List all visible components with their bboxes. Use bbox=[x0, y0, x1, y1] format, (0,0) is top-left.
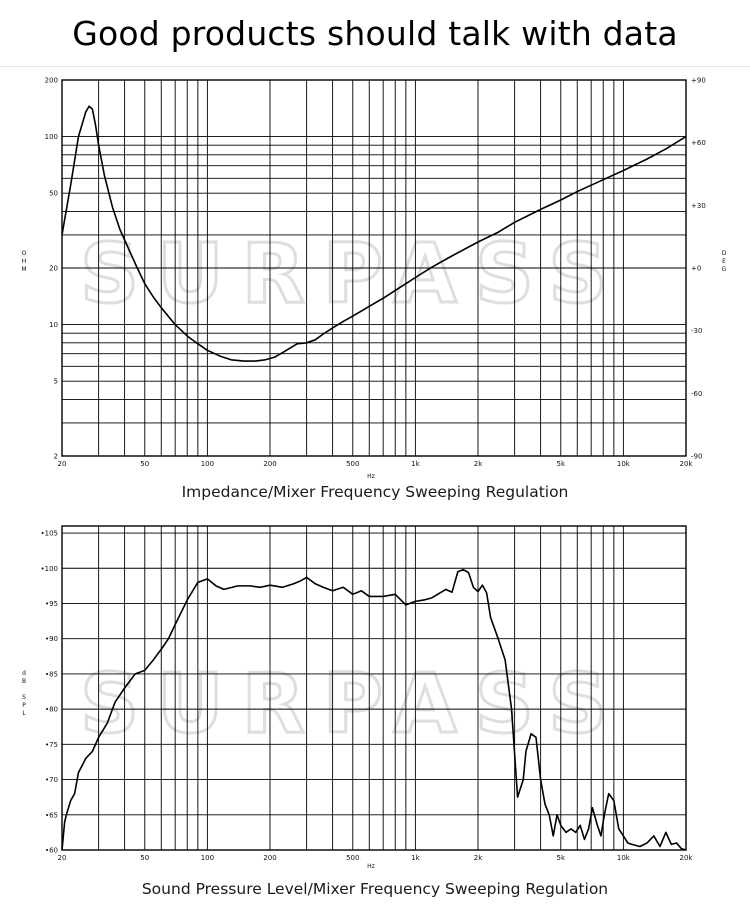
impedance-x-tick-label: 10k bbox=[617, 460, 631, 468]
spl-chart: SURPASS 20 50 100 200 500 1k 2k 5k 10k 20k •60 •65 •… bbox=[22, 525, 694, 870]
spl-ticks: 20 50 100 200 500 1k 2k 5k 10k 20k •60 •65 •70 •75 •80… bbox=[41, 530, 694, 862]
impedance-x-tick-label: 20k bbox=[680, 460, 694, 468]
impedance-y2-tick-label: +90 bbox=[691, 77, 706, 85]
spl-response-curve bbox=[61, 568, 687, 851]
spl-x-tick-label: 20 bbox=[58, 854, 67, 862]
spl-watermark: SURPASS bbox=[80, 657, 625, 752]
spl-x-tick-label: 1k bbox=[411, 854, 420, 862]
spl-x-tick-label: 2k bbox=[474, 854, 483, 862]
spl-curve-group bbox=[61, 568, 687, 851]
impedance-x-tick-label: 2k bbox=[474, 460, 483, 468]
spl-y-tick-label: •80 bbox=[45, 706, 58, 714]
impedance-chart: SURPASS 20 50 100 200 500 1k 2k 5k 10k 20k 2 5 10 20 5… bbox=[21, 77, 727, 481]
impedance-y2-tick-label: +30 bbox=[691, 202, 706, 210]
spl-x-tick-label: 5k bbox=[557, 854, 566, 862]
spl-x-tick-label: 50 bbox=[140, 854, 149, 862]
impedance-y-tick-label: 200 bbox=[45, 77, 58, 85]
spl-y-tick-label: •90 bbox=[45, 635, 58, 643]
spl-y-tick-label: •100 bbox=[41, 565, 59, 573]
impedance-y-tick-label: 100 bbox=[45, 133, 58, 141]
impedance-y2-tick-label: +60 bbox=[691, 139, 706, 147]
impedance-x-axis-label: Hz bbox=[367, 473, 375, 480]
impedance-y-tick-label: 5 bbox=[54, 378, 58, 386]
spl-grid bbox=[61, 525, 687, 851]
impedance-x-tick-label: 5k bbox=[557, 460, 566, 468]
page-title: Good products should talk with data bbox=[72, 14, 678, 53]
spl-x-tick-label: 200 bbox=[263, 854, 276, 862]
impedance-y-tick-label: 50 bbox=[49, 190, 58, 198]
spl-y-tick-label: •70 bbox=[45, 776, 58, 784]
impedance-x-tick-label: 50 bbox=[140, 460, 149, 468]
impedance-caption: Impedance/Mixer Frequency Sweeping Regul… bbox=[181, 483, 569, 501]
spl-y-tick-label: •60 bbox=[45, 847, 58, 855]
impedance-y-tick-label: 10 bbox=[49, 321, 58, 329]
spl-caption: Sound Pressure Level/Mixer Frequency Swe… bbox=[141, 880, 609, 898]
impedance-curve-group bbox=[61, 105, 687, 362]
spl-x-tick-label: 500 bbox=[346, 854, 359, 862]
spl-y-tick-label: •65 bbox=[45, 811, 58, 819]
spl-y-tick-label: •75 bbox=[45, 741, 58, 749]
title-divider bbox=[0, 66, 750, 67]
spl-x-axis-label: Hz bbox=[367, 863, 375, 870]
impedance-y2-tick-label: -90 bbox=[691, 453, 702, 461]
impedance-ticks: 20 50 100 200 500 1k 2k 5k 10k 20k 2 5 10 20 50 100 200 +… bbox=[45, 77, 706, 469]
impedance-y2-tick-label: +0 bbox=[691, 265, 701, 273]
spl-x-tick-label: 20k bbox=[680, 854, 694, 862]
impedance-x-tick-label: 20 bbox=[58, 460, 67, 468]
spl-x-tick-label: 10k bbox=[617, 854, 631, 862]
impedance-y2-tick-label: -30 bbox=[691, 327, 702, 335]
impedance-y2-tick-label: -60 bbox=[691, 390, 702, 398]
spl-y-tick-label: •95 bbox=[45, 600, 58, 608]
impedance-y-tick-label: 2 bbox=[54, 453, 58, 461]
spl-y-tick-label: •85 bbox=[45, 670, 58, 678]
impedance-x-tick-label: 1k bbox=[411, 460, 420, 468]
impedance-response-curve bbox=[61, 105, 687, 362]
impedance-y-tick-label: 20 bbox=[49, 265, 58, 273]
impedance-watermark: SURPASS bbox=[80, 227, 625, 322]
spl-y-tick-label: •105 bbox=[41, 530, 59, 538]
impedance-x-tick-label: 200 bbox=[263, 460, 276, 468]
impedance-x-tick-label: 100 bbox=[201, 460, 214, 468]
impedance-x-tick-label: 500 bbox=[346, 460, 359, 468]
spl-x-tick-label: 100 bbox=[201, 854, 214, 862]
impedance-grid bbox=[61, 79, 687, 457]
